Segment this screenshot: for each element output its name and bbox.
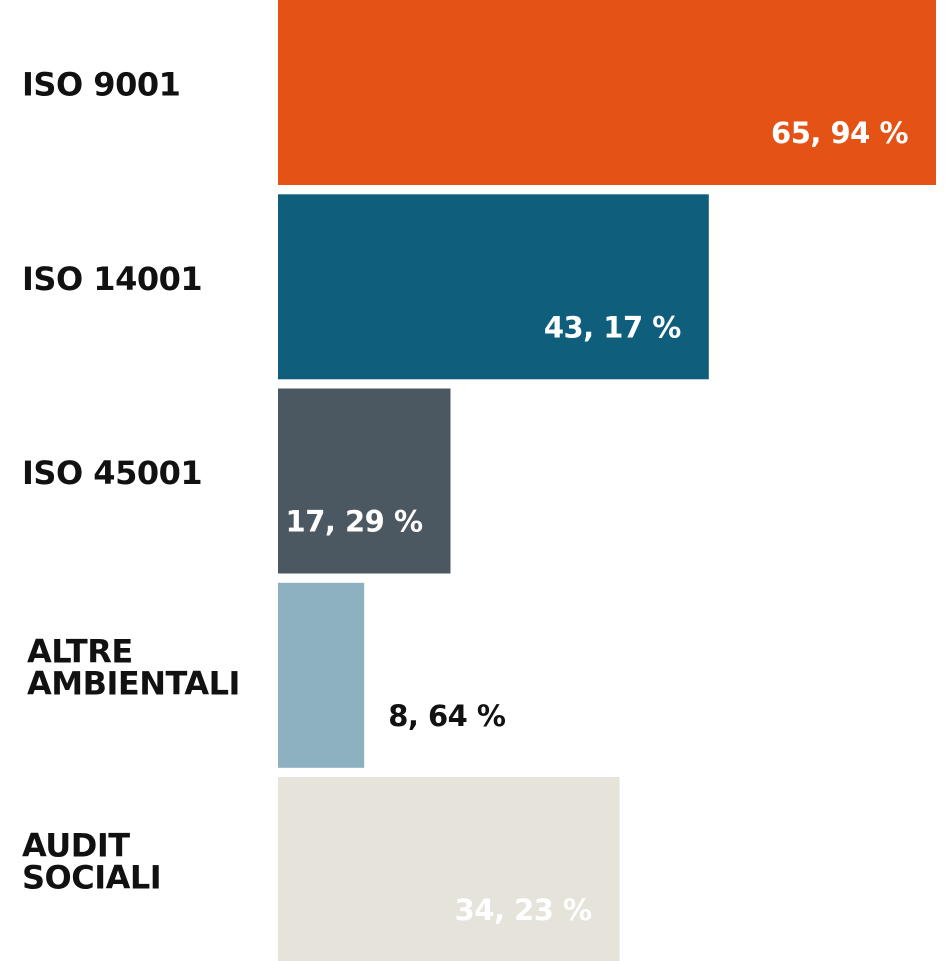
category-label-line: SOCIALI bbox=[22, 859, 161, 897]
bar-4 bbox=[278, 777, 620, 961]
bar-2 bbox=[278, 388, 451, 574]
bar-1 bbox=[278, 194, 709, 380]
bars-group bbox=[278, 0, 936, 961]
category-label-line: ISO 45001 bbox=[22, 454, 202, 492]
value-label-3: 8, 64 % bbox=[388, 699, 506, 733]
category-label-line: ALTRE bbox=[27, 632, 133, 670]
category-label-4: AUDIT SOCIALI bbox=[22, 827, 161, 897]
category-label-line: ISO 9001 bbox=[22, 66, 180, 104]
category-label-2: ISO 45001 bbox=[22, 454, 202, 492]
category-labels-group: ISO 9001 ISO 14001 ISO 45001 ALTRE AMBIENTAL… bbox=[22, 66, 240, 897]
value-label-1: 43, 17 % bbox=[544, 310, 681, 344]
bar-0 bbox=[278, 0, 936, 185]
category-label-3: ALTRE AMBIENTALI bbox=[27, 632, 240, 702]
value-labels-group: 65, 94 % 43, 17 % 17, 29 % 8, 64 % 34, 23 % bbox=[286, 116, 909, 927]
category-label-line: AMBIENTALI bbox=[27, 664, 240, 702]
value-label-2: 17, 29 % bbox=[286, 505, 423, 539]
category-label-line: ISO 14001 bbox=[22, 260, 202, 298]
category-label-1: ISO 14001 bbox=[22, 260, 202, 298]
category-label-0: ISO 9001 bbox=[22, 66, 180, 104]
value-label-4: 34, 23 % bbox=[455, 893, 592, 927]
category-label-line: AUDIT bbox=[22, 827, 130, 865]
value-label-0: 65, 94 % bbox=[771, 116, 908, 150]
bar-3 bbox=[278, 582, 365, 768]
